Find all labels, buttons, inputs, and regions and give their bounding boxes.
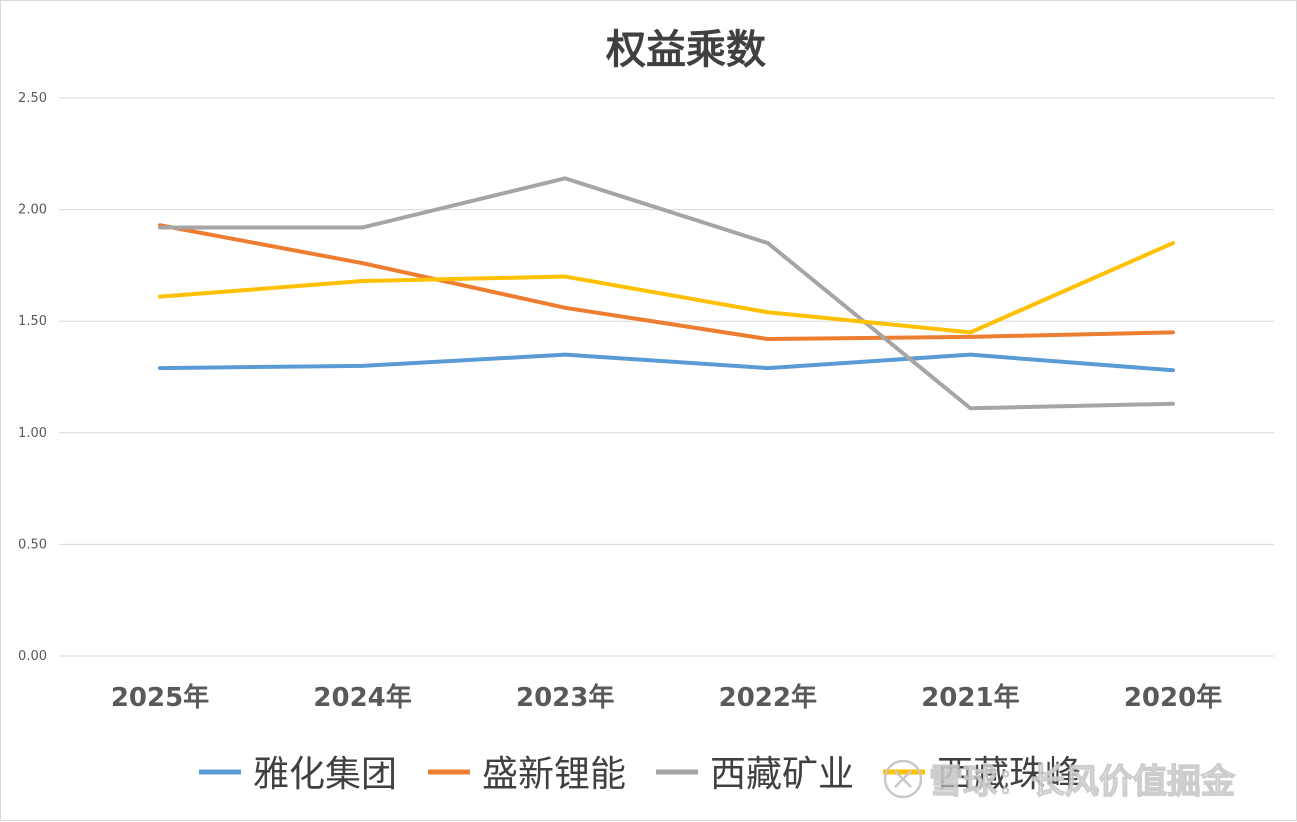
- legend-label: 西藏珠峰: [937, 754, 1081, 795]
- y-tick-label: 2.50: [18, 91, 47, 106]
- y-tick-label: 0.00: [18, 649, 47, 664]
- legend-label: 雅化集团: [253, 754, 397, 795]
- snowball-logo-icon: [883, 759, 923, 799]
- legend-label: 盛新锂能: [482, 754, 626, 795]
- x-tick-label: 2025年: [111, 682, 209, 713]
- watermark: 雪球：长风价值掘金: [883, 759, 1237, 803]
- chart-title: 权益乘数: [605, 26, 766, 73]
- x-axis-tick-labels: 2025年 2024年 2023年 2022年 2021年 2020年: [111, 682, 1222, 713]
- x-tick-label: 2024年: [313, 682, 411, 713]
- y-tick-label: 2.00: [18, 203, 47, 218]
- x-tick-label: 2021年: [921, 682, 1019, 713]
- y-tick-label: 1.50: [18, 314, 47, 329]
- series-line-3: [158, 241, 1175, 335]
- x-tick-label: 2020年: [1124, 682, 1222, 713]
- y-tick-label: 1.00: [18, 426, 47, 441]
- y-tick-label: 0.50: [18, 537, 47, 552]
- legend: 雅化集团 盛新锂能 西藏矿业 西藏珠峰: [199, 754, 1081, 795]
- series-line-1: [158, 223, 1175, 342]
- x-tick-label: 2023年: [516, 682, 614, 713]
- series-lines: [158, 176, 1175, 411]
- grid-lines: [59, 97, 1274, 657]
- x-tick-label: 2022年: [719, 682, 817, 713]
- y-axis-tick-labels: 0.00 0.50 1.00 1.50 2.00 2.50: [18, 91, 47, 664]
- series-line-2: [158, 176, 1175, 411]
- series-line-0: [158, 352, 1175, 373]
- legend-label: 西藏矿业: [710, 754, 854, 795]
- watermark-text: 雪球：长风价值掘金: [929, 762, 1236, 802]
